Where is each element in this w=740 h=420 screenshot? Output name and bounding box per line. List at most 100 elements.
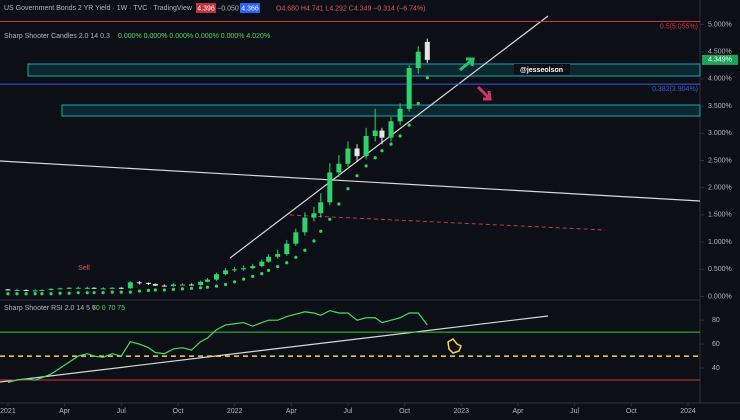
rsi-params: 70 0 70 75 xyxy=(92,305,125,312)
candle-body xyxy=(379,130,385,138)
candle-body xyxy=(388,121,394,138)
trail-dot xyxy=(328,217,332,221)
y-tick-label: 1.000% xyxy=(708,239,732,246)
trail-dot xyxy=(214,284,219,288)
trail-dot xyxy=(407,123,411,127)
trail-dot xyxy=(319,229,323,233)
spread-label: −0.050 xyxy=(217,5,239,12)
zone-box xyxy=(27,63,701,77)
trail-dot xyxy=(223,282,228,287)
y-tick-label: 2.000% xyxy=(708,185,732,192)
last-price-label: 4.349% xyxy=(708,57,732,64)
candle-body xyxy=(284,243,290,255)
candle-body xyxy=(48,288,54,290)
candle-body xyxy=(406,68,412,109)
trail-dot xyxy=(416,101,420,105)
rsi-title: Sharp Shooter RSI 2.0 14 5 6 xyxy=(4,305,96,312)
trail-dot xyxy=(199,286,203,290)
ohlc-legend: O4.680 H4.741 L4.292 C4.349 −0.314 (−6.7… xyxy=(276,5,425,12)
trail-dot xyxy=(24,292,28,296)
trail-dot xyxy=(364,164,368,168)
trail-dot xyxy=(355,174,359,178)
candle-body xyxy=(424,41,430,60)
candle-body xyxy=(354,148,360,157)
annotation: @jesseolson xyxy=(520,67,563,74)
candle-body xyxy=(293,232,299,244)
candle-body xyxy=(336,163,342,173)
candle-body xyxy=(241,268,247,270)
price-axis xyxy=(700,0,740,420)
candle-body xyxy=(136,282,142,284)
candle-body xyxy=(91,287,97,289)
x-tick-label: Apr xyxy=(59,408,71,415)
x-tick-label: 2022 xyxy=(227,408,243,415)
trail-dot xyxy=(205,285,210,289)
trail-dot xyxy=(337,202,341,206)
candle-body xyxy=(57,288,63,290)
trail-dot xyxy=(303,248,307,252)
candle-body xyxy=(311,213,317,218)
y-tick-label: 5.000% xyxy=(708,21,732,28)
candle-body xyxy=(415,51,421,68)
trail-dot xyxy=(251,274,255,278)
price-box xyxy=(240,3,260,13)
trail-dot xyxy=(92,291,96,295)
price-box xyxy=(196,3,216,13)
candle-body xyxy=(5,289,11,291)
trail-dot xyxy=(312,239,316,243)
candle-body xyxy=(213,274,219,280)
plot: 0.5(5.055%) 0.382(3.904%) 4.349% xyxy=(0,20,738,406)
y-tick-label: 4.500% xyxy=(708,49,732,56)
trail-dot xyxy=(260,272,264,276)
trail-dot xyxy=(346,187,350,191)
candle-body xyxy=(397,108,403,122)
price-box-label: 4.396 xyxy=(197,5,215,12)
trail-dot xyxy=(373,156,377,160)
candle-body xyxy=(223,270,229,275)
trail-dot xyxy=(49,292,53,296)
candle-body xyxy=(198,281,204,286)
trail-dot xyxy=(137,289,142,293)
x-tick-label: Jul xyxy=(117,408,126,415)
candle-body xyxy=(118,287,124,289)
y-tick-label: 4.000% xyxy=(708,76,732,83)
candle-body xyxy=(189,284,195,286)
rsi-line xyxy=(7,309,428,384)
candle-body xyxy=(259,261,265,267)
x-tick-label: Oct xyxy=(626,408,637,415)
trail-dot xyxy=(76,291,80,295)
trail-dot xyxy=(380,149,384,153)
rsi-tick-label: 60 xyxy=(712,341,720,348)
candle-body xyxy=(345,148,351,164)
candle-body xyxy=(14,289,20,291)
down-arrow xyxy=(476,85,492,101)
annotation-box xyxy=(514,64,570,75)
trail-dot xyxy=(189,286,194,290)
trail-dot xyxy=(15,292,19,296)
trail-dot xyxy=(425,76,429,80)
candle-body xyxy=(127,282,133,289)
up-arrow xyxy=(459,57,475,72)
fib-label: 0.5(5.055%) xyxy=(660,23,698,30)
y-tick-label: 2.500% xyxy=(708,157,732,164)
candle-body xyxy=(100,288,106,290)
candle-body xyxy=(372,130,378,136)
last-price-box xyxy=(702,54,738,65)
x-tick-label: Jul xyxy=(343,408,352,415)
rsi-tick-label: 80 xyxy=(712,317,720,324)
trail-dot xyxy=(398,134,402,138)
candle-body xyxy=(363,136,369,157)
trail-dot xyxy=(119,290,123,294)
trail-dot xyxy=(171,287,176,292)
sell-label: Sell xyxy=(78,265,90,272)
indicator-name: Sharp Shooter Candles 2.0 14 0.3 xyxy=(4,33,110,40)
x-tick-label: 2024 xyxy=(680,408,696,415)
trail-dot xyxy=(285,261,289,265)
trail-dot xyxy=(110,290,114,294)
x-tick-label: Apr xyxy=(513,408,525,415)
candle-body xyxy=(161,285,167,287)
x-tick-label: Jul xyxy=(570,408,579,415)
rsi-trend-line xyxy=(0,315,549,383)
trail-dot xyxy=(162,288,166,292)
zone-box xyxy=(61,104,701,117)
